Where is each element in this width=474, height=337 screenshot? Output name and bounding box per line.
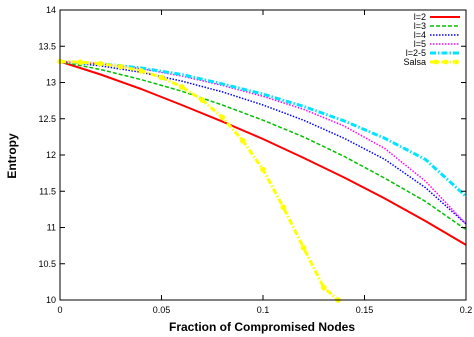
salsa-point <box>158 74 165 81</box>
x-tick-label: 0.1 <box>257 305 270 315</box>
salsa-point <box>118 63 124 70</box>
series-line-l-4 <box>59 60 467 225</box>
legend-marker <box>443 59 449 65</box>
y-tick-label: 10.5 <box>38 259 56 269</box>
salsa-point <box>138 68 144 74</box>
legend-label: l=2-5 <box>406 48 426 58</box>
y-tick-label: 12.5 <box>38 114 56 124</box>
y-tick-label: 10 <box>46 295 56 305</box>
legend-marker <box>433 59 439 65</box>
series-line-l-2 <box>59 60 467 246</box>
salsa-point <box>179 84 185 90</box>
y-tick-label: 14 <box>46 5 56 15</box>
legend-label: l=2 <box>414 12 426 22</box>
y-tick-label: 12 <box>46 150 56 160</box>
salsa-point <box>300 245 307 251</box>
salsa-point <box>219 114 226 121</box>
salsa-point <box>260 166 266 173</box>
y-tick-label: 11 <box>47 223 56 233</box>
axes: 0 0.05 0.1 0.15 0.2 10 10.5 11 11.5 12 12.5 13 13.5 1… <box>38 5 472 315</box>
plot-area <box>57 58 468 303</box>
y-tick-label: 13.5 <box>38 41 56 51</box>
x-tick-label: 0.05 <box>153 305 171 315</box>
legend-label: l=4 <box>414 30 426 40</box>
y-tick-label: 11.5 <box>39 186 56 196</box>
legend-marker <box>453 59 459 65</box>
series-line-l-3 <box>59 60 467 231</box>
salsa-point <box>97 60 104 67</box>
legend-label: Salsa <box>403 57 426 67</box>
series-line-salsa <box>59 60 340 302</box>
x-tick-label: 0.2 <box>460 305 473 315</box>
y-axis-title: Entropy <box>5 133 19 179</box>
legend-label: l=3 <box>414 21 426 31</box>
salsa-point <box>280 204 287 210</box>
legend-label: l=5 <box>414 39 426 49</box>
salsa-point <box>199 97 205 103</box>
salsa-point <box>77 59 84 65</box>
x-axis-title: Fraction of Compromised Nodes <box>169 320 355 334</box>
x-tick-label: 0.15 <box>356 305 374 315</box>
series-line-l-5 <box>59 60 467 225</box>
salsa-point <box>239 137 246 144</box>
y-tick-label: 13 <box>46 78 56 88</box>
x-tick-label: 0 <box>57 305 62 315</box>
salsa-point <box>321 284 327 291</box>
